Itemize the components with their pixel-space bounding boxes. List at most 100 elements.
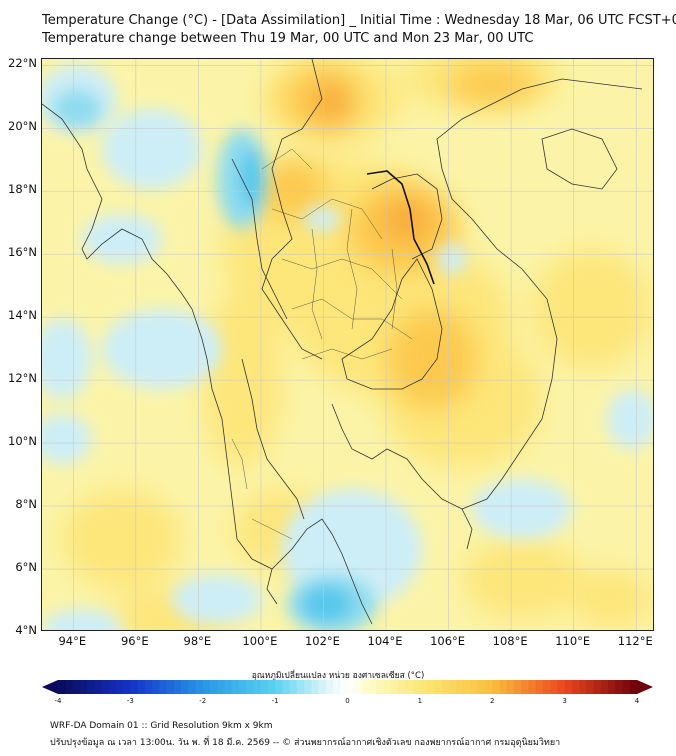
colorbar-cell [72,680,81,694]
colorbar-cell [108,680,117,694]
latitude-label: 16°N [8,245,37,260]
colorbar-cell [224,680,233,694]
colorbar-cell [340,680,348,694]
longitude-label: 96°E [120,634,149,648]
colorbar-cell [622,680,631,694]
colorbar-label: 0 [345,697,350,705]
colorbar [42,680,653,694]
latitude-label: 4°N [15,623,37,637]
colorbar-cell [463,680,471,694]
colorbar-cell [557,680,566,694]
map-title: Temperature Change (°C) - [Data Assimila… [42,13,676,28]
colorbar-cell [123,680,131,694]
latitude-label: 14°N [8,308,37,323]
colorbar-cell [521,680,529,694]
colorbar-label: -1 [271,697,279,705]
colorbar-cell [260,680,269,694]
colorbar-cell [427,680,435,694]
colorbar-label: 3 [562,697,567,705]
latitude-label: 18°N [8,182,37,197]
colorbar-cell [608,680,616,694]
latitude-label: 20°N [8,119,37,134]
colorbar-cell [267,680,276,694]
footer-line-1: WRF-DA Domain 01 :: Grid Resolution 9km … [50,721,273,731]
colorbar-cell [513,680,522,694]
colorbar-cell [144,680,153,694]
colorbar-cell [173,680,182,694]
colorbar-cell [586,680,594,694]
colorbar-cell [441,680,450,694]
colorbar-cell [115,680,124,694]
colorbar-cell [456,680,464,694]
colorbar-cell [564,680,573,694]
map-canvas [42,59,653,630]
colorbar-cell [579,680,587,694]
cool-anomalies [42,64,653,630]
latitude-label: 12°N [8,371,37,386]
colorbar-label: -4 [54,697,62,705]
longitude-label: 100°E [242,634,278,648]
colorbar-cell [542,680,551,694]
colorbar-label: -2 [199,697,207,705]
longitude-label: 110°E [555,634,591,648]
colorbar-cell [405,680,414,694]
longitude-label: 106°E [430,634,466,648]
longitude-label: 102°E [304,634,340,648]
longitude-label: 98°E [183,634,212,648]
latitude-label: 6°N [15,560,37,575]
latitude-label: 10°N [8,434,37,449]
colorbar-cell [593,680,602,694]
latitude-label: 22°N [8,56,37,71]
colorbar-max-arrow [637,680,653,694]
map-subtitle: Temperature change between Thu 19 Mar, 0… [42,31,534,46]
colorbar-cell [571,680,580,694]
colorbar-cell [347,680,356,694]
colorbar-label: 2 [490,697,495,705]
colorbar-cell [369,680,377,694]
colorbar-cell [485,680,493,694]
colorbar-cell [528,680,537,694]
longitude-label: 108°E [492,634,528,648]
colorbar-cell [231,680,240,694]
colorbar-cell [159,680,167,694]
colorbar-min-arrow [42,680,58,694]
colorbar-cell [354,680,363,694]
colorbar-cell [506,680,515,694]
colorbar-cell [181,680,189,694]
colorbar-cell [166,680,175,694]
colorbar-cell [253,680,262,694]
colorbar-cell [412,680,421,694]
colorbar-cell [311,680,319,694]
colorbar-cell [499,680,508,694]
colorbar-cell [202,680,211,694]
colorbar-title: อุณหภูมิเปลี่ยนแปลง หน่วย องศาเซลเซียส (… [251,671,425,681]
longitude-label: 94°E [58,634,87,648]
coastlines [42,59,643,625]
colorbar-cell [492,680,500,694]
latitude-label: 8°N [15,497,37,512]
footer-line-2: ปรับปรุงข้อมูล ณ เวลา 13:00น. วัน พ. ที่… [50,738,561,748]
colorbar-label: 4 [634,697,640,705]
colorbar-cell [296,680,305,694]
colorbar-cell [361,680,370,694]
colorbar-cell [390,680,399,694]
longitude-label: 112°E [617,634,653,648]
colorbar-cell [470,680,479,694]
colorbar-cell [86,680,95,694]
colorbar-cell [318,680,327,694]
colorbar-cell [275,680,283,694]
colorbar-cell [448,680,457,694]
temperature-change-map [41,58,654,631]
country-border [366,170,435,285]
colorbar-cell [238,680,247,694]
colorbar-cell [195,680,204,694]
colorbar-cell [398,680,406,694]
colorbar-cell [209,680,218,694]
colorbar-cell [246,680,254,694]
colorbar-cell [94,680,102,694]
colorbar-cell [79,680,88,694]
colorbar-cell [535,680,544,694]
colorbar-cell [137,680,146,694]
colorbar-cell [58,680,66,694]
colorbar-label: 1 [417,697,423,705]
